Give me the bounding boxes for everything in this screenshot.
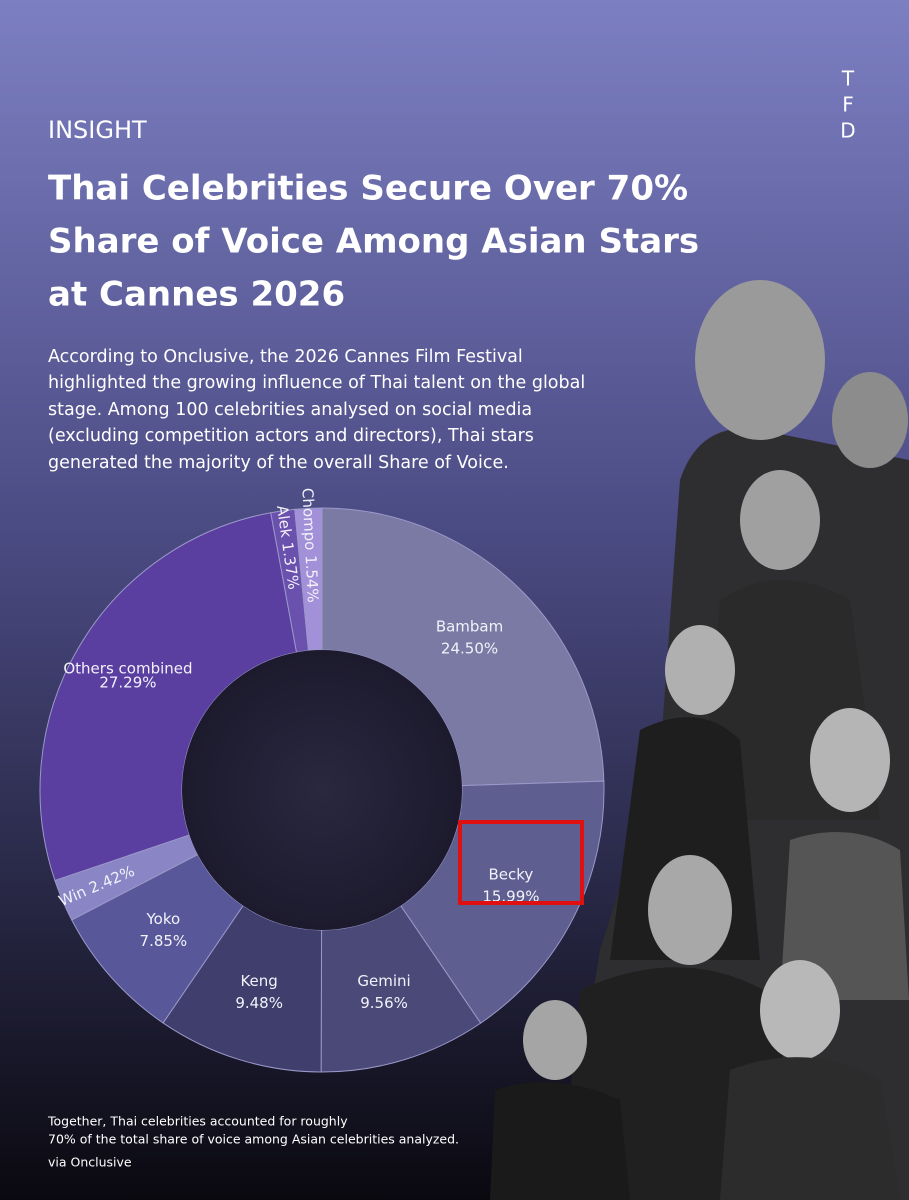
- category-label: Alek: [274, 504, 296, 539]
- category-label: Bambam: [436, 617, 503, 635]
- value-label: 27.29%: [99, 674, 156, 692]
- value-label: 1.54%: [302, 555, 322, 603]
- body-line: highlighted the growing influence of Tha…: [48, 373, 585, 393]
- category-label: Keng: [240, 972, 277, 990]
- brand-letter: T: [841, 67, 855, 91]
- value-label: 24.50%: [441, 639, 498, 657]
- segment-label-text: Chompo 1.54%: [299, 487, 323, 603]
- title-line: Thai Celebrities Secure Over 70%: [48, 169, 688, 209]
- donut-segment: [321, 507, 605, 787]
- category-label: Becky: [489, 866, 534, 884]
- category-label: Chompo: [299, 487, 320, 550]
- title-line: Share of Voice Among Asian Stars: [48, 222, 699, 262]
- source: via Onclusive: [48, 1155, 132, 1170]
- body-line: generated the majority of the overall Sh…: [48, 453, 509, 473]
- brand-letter: D: [840, 119, 855, 143]
- title-line: at Cannes 2026: [48, 275, 345, 315]
- body-line: stage. Among 100 celebrities analysed on…: [48, 400, 532, 420]
- footnote-line: Together, Thai celebrities accounted for…: [47, 1114, 348, 1129]
- category-label: Others combined: [63, 660, 192, 678]
- body-line: According to Onclusive, the 2026 Cannes …: [48, 347, 523, 367]
- photo-collage: [490, 280, 909, 1200]
- donut-chart: Bambam24.50%Becky15.99%Gemini9.56%Keng9.…: [39, 487, 605, 1073]
- footnote-line: 70% of the total share of voice among As…: [48, 1132, 459, 1147]
- donut-hole: [182, 650, 462, 930]
- category-label: Gemini: [357, 972, 410, 990]
- value-label: 9.48%: [235, 994, 283, 1012]
- segment-label: Chompo 1.54%: [299, 487, 323, 603]
- body-line: (excluding competition actors and direct…: [48, 426, 534, 446]
- kicker: INSIGHT: [48, 116, 147, 144]
- category-label: Yoko: [146, 910, 181, 928]
- value-label: 9.56%: [360, 994, 408, 1012]
- highlight-box: [458, 820, 584, 905]
- brand-letter: F: [842, 93, 854, 117]
- value-label: 7.85%: [140, 932, 188, 950]
